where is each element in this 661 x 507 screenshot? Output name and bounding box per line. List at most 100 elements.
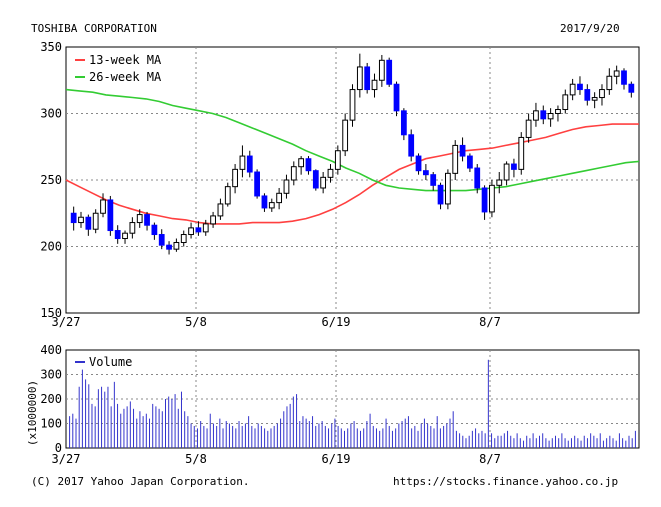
price-x-tick-label: 8/7: [479, 315, 501, 329]
ma13-line: [65, 123, 639, 225]
candle: [70, 206, 77, 231]
candle-body: [415, 155, 422, 172]
moving-average-lines: [65, 88, 640, 225]
candle-body: [525, 119, 532, 138]
candle: [85, 214, 92, 236]
candle: [386, 57, 393, 87]
price-legend: 13-week MA 26-week MA: [75, 53, 162, 84]
candle: [166, 241, 172, 255]
candle-body: [533, 110, 539, 121]
candle: [400, 108, 407, 141]
candle: [261, 193, 268, 212]
candle: [151, 222, 158, 240]
candle-body: [268, 202, 275, 209]
candle: [232, 164, 238, 194]
candle: [202, 219, 209, 236]
candle-body: [489, 184, 495, 213]
candle: [114, 225, 121, 244]
candle-body: [239, 155, 246, 170]
candle: [254, 169, 260, 199]
candle-body: [349, 89, 356, 121]
price-legend-label: 26-week MA: [89, 70, 162, 84]
candle-body: [327, 168, 334, 178]
candle-body: [459, 144, 466, 157]
candle-body: [100, 199, 106, 214]
candle: [305, 156, 312, 175]
volume-x-tick-label: 6/19: [322, 452, 351, 466]
price-y-tick-label: 200: [40, 240, 62, 254]
volume-y-tick-label: 200: [40, 392, 62, 406]
candle: [349, 84, 356, 127]
candle-body: [584, 89, 591, 101]
candle-body: [320, 176, 327, 189]
candle: [613, 65, 620, 85]
price-x-tick-label: 6/19: [322, 315, 351, 329]
candle-body: [158, 234, 165, 246]
candle-body: [114, 230, 121, 240]
candle: [459, 137, 466, 162]
candle: [312, 169, 319, 191]
candle: [606, 68, 613, 95]
candle: [327, 164, 334, 183]
candle: [437, 182, 444, 210]
candle: [92, 209, 99, 234]
candle-body: [393, 83, 400, 112]
candle-body: [555, 109, 561, 115]
candle-body: [364, 66, 371, 91]
candle: [290, 161, 297, 186]
candle: [422, 164, 429, 180]
price-y-tick-label: 150: [40, 306, 62, 320]
candle-body: [70, 212, 77, 224]
candle-body: [151, 224, 158, 236]
price-chart: 150 200 250 300 350 3/27 5/8 6/19 8/7 13-week MA…: [40, 40, 640, 329]
candle: [239, 145, 246, 178]
price-legend-label: 13-week MA: [89, 53, 162, 67]
candle: [555, 105, 561, 122]
candle: [547, 108, 554, 127]
candle: [393, 81, 400, 117]
candle-body: [599, 89, 605, 99]
candle: [122, 230, 128, 244]
volume-bars: [69, 359, 636, 448]
candle-body: [356, 66, 363, 91]
candle-body: [173, 242, 180, 250]
candle-body: [467, 155, 473, 169]
candle-body: [386, 59, 393, 85]
candle-body: [298, 158, 305, 168]
candle: [107, 195, 114, 236]
candle: [180, 230, 187, 247]
candle: [415, 153, 422, 175]
candle: [569, 78, 576, 101]
candle-body: [122, 232, 128, 240]
price-y-tick-label: 300: [40, 107, 62, 121]
candle: [158, 229, 165, 250]
candle: [173, 238, 180, 252]
candle-body: [144, 214, 150, 226]
volume-x-tick-label: 5/8: [185, 452, 207, 466]
candle: [210, 211, 216, 228]
volume-legend-label: Volume: [89, 355, 132, 369]
candle: [591, 92, 598, 109]
candle-body: [202, 223, 209, 233]
candle-body: [606, 75, 613, 91]
volume-y-tick-label: 300: [40, 368, 62, 382]
volume-x-tick-label: 3/27: [52, 452, 81, 466]
volume-x-tick-label: 8/7: [479, 452, 501, 466]
candle: [217, 198, 224, 220]
volume-chart: 0 100 200 300 400 3/27 5/8 6/19 8/7 (x1000000) Vo…: [26, 343, 640, 466]
source-link[interactable]: https://stocks.finance.yahoo.co.jp: [393, 475, 619, 488]
candle: [408, 129, 415, 162]
candle-body: [445, 172, 451, 205]
candle: [224, 182, 231, 207]
candle: [276, 187, 283, 210]
candle-body: [569, 83, 576, 96]
copyright-text: (C) 2017 Yahoo Japan Corporation.: [31, 475, 250, 488]
candle-body: [540, 110, 547, 120]
candle: [246, 150, 253, 178]
candle: [533, 102, 539, 127]
candle-body: [503, 163, 510, 181]
candle: [100, 193, 106, 218]
candle-body: [408, 134, 415, 157]
price-x-tick-label: 5/8: [185, 315, 207, 329]
candle-body: [254, 171, 260, 197]
